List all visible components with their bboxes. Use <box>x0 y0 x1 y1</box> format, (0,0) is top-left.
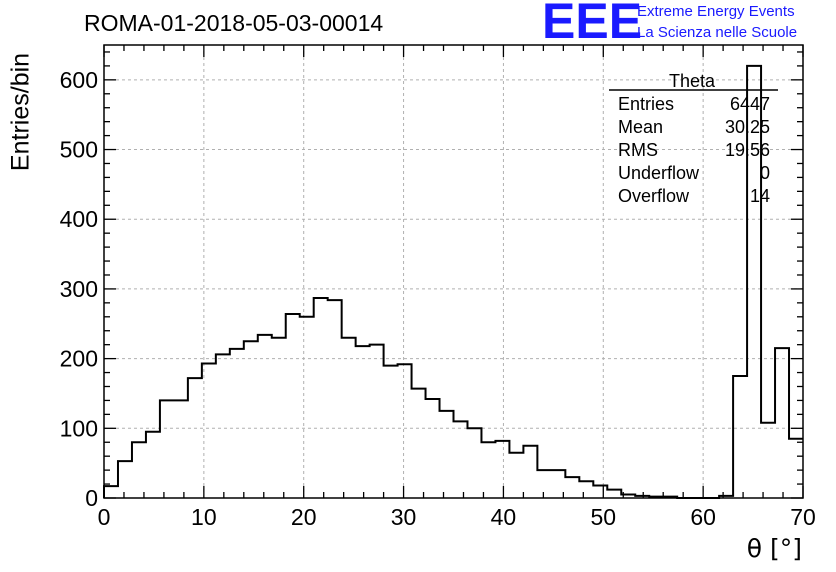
plot-frame <box>103 44 804 499</box>
y-tick-label: 200 <box>60 346 98 372</box>
x-tick-label: 10 <box>191 504 217 530</box>
y-tick-label: 500 <box>60 137 98 163</box>
stats-label-entries: Entries <box>618 94 674 114</box>
stats-label-overflow: Overflow <box>618 186 690 206</box>
x-tick-label: 70 <box>790 504 816 530</box>
x-tick-label: 40 <box>491 504 517 530</box>
x-tick-label: 30 <box>391 504 417 530</box>
stats-value-overflow: 14 <box>750 186 770 206</box>
x-tick-label: 50 <box>590 504 616 530</box>
y-tick-label: 600 <box>60 67 98 93</box>
y-axis-label: Entries/bin <box>6 52 35 172</box>
eee-logo: EEE <box>542 0 643 49</box>
x-axis-label: θ [°] <box>746 534 802 563</box>
stats-value-rms: 19.56 <box>725 140 770 160</box>
histogram-series <box>103 64 803 499</box>
stats-label-mean: Mean <box>618 117 663 137</box>
y-tick-label: 300 <box>60 276 98 302</box>
tick-labels: 0 10 20 30 40 50 60 70 0 100 200 300 400 500 600 <box>60 67 816 530</box>
x-tick-label: 20 <box>291 504 317 530</box>
x-tick-label: 0 <box>98 504 111 530</box>
x-tick-label: 60 <box>690 504 716 530</box>
grid-lines <box>104 45 803 498</box>
y-tick-label: 400 <box>60 206 98 232</box>
stats-value-underflow: 0 <box>760 163 770 183</box>
y-tick-label: 0 <box>85 485 98 511</box>
logo-line-2: La Scienza nelle Scuole <box>637 24 798 41</box>
logo-line-1: Extreme Energy Events <box>637 3 795 20</box>
stats-label-rms: RMS <box>618 140 658 160</box>
stats-label-underflow: Underflow <box>618 163 700 183</box>
stats-value-entries: 6447 <box>730 94 770 114</box>
stats-value-mean: 30.25 <box>725 117 770 137</box>
y-tick-label: 100 <box>60 415 98 441</box>
run-title: ROMA-01-2018-05-03-00014 <box>84 10 384 36</box>
axis-ticks <box>103 45 804 499</box>
stats-box-title: Theta <box>669 71 716 91</box>
stats-box: Theta Entries 6447 Mean 30.25 RMS 19.56 … <box>609 71 778 206</box>
